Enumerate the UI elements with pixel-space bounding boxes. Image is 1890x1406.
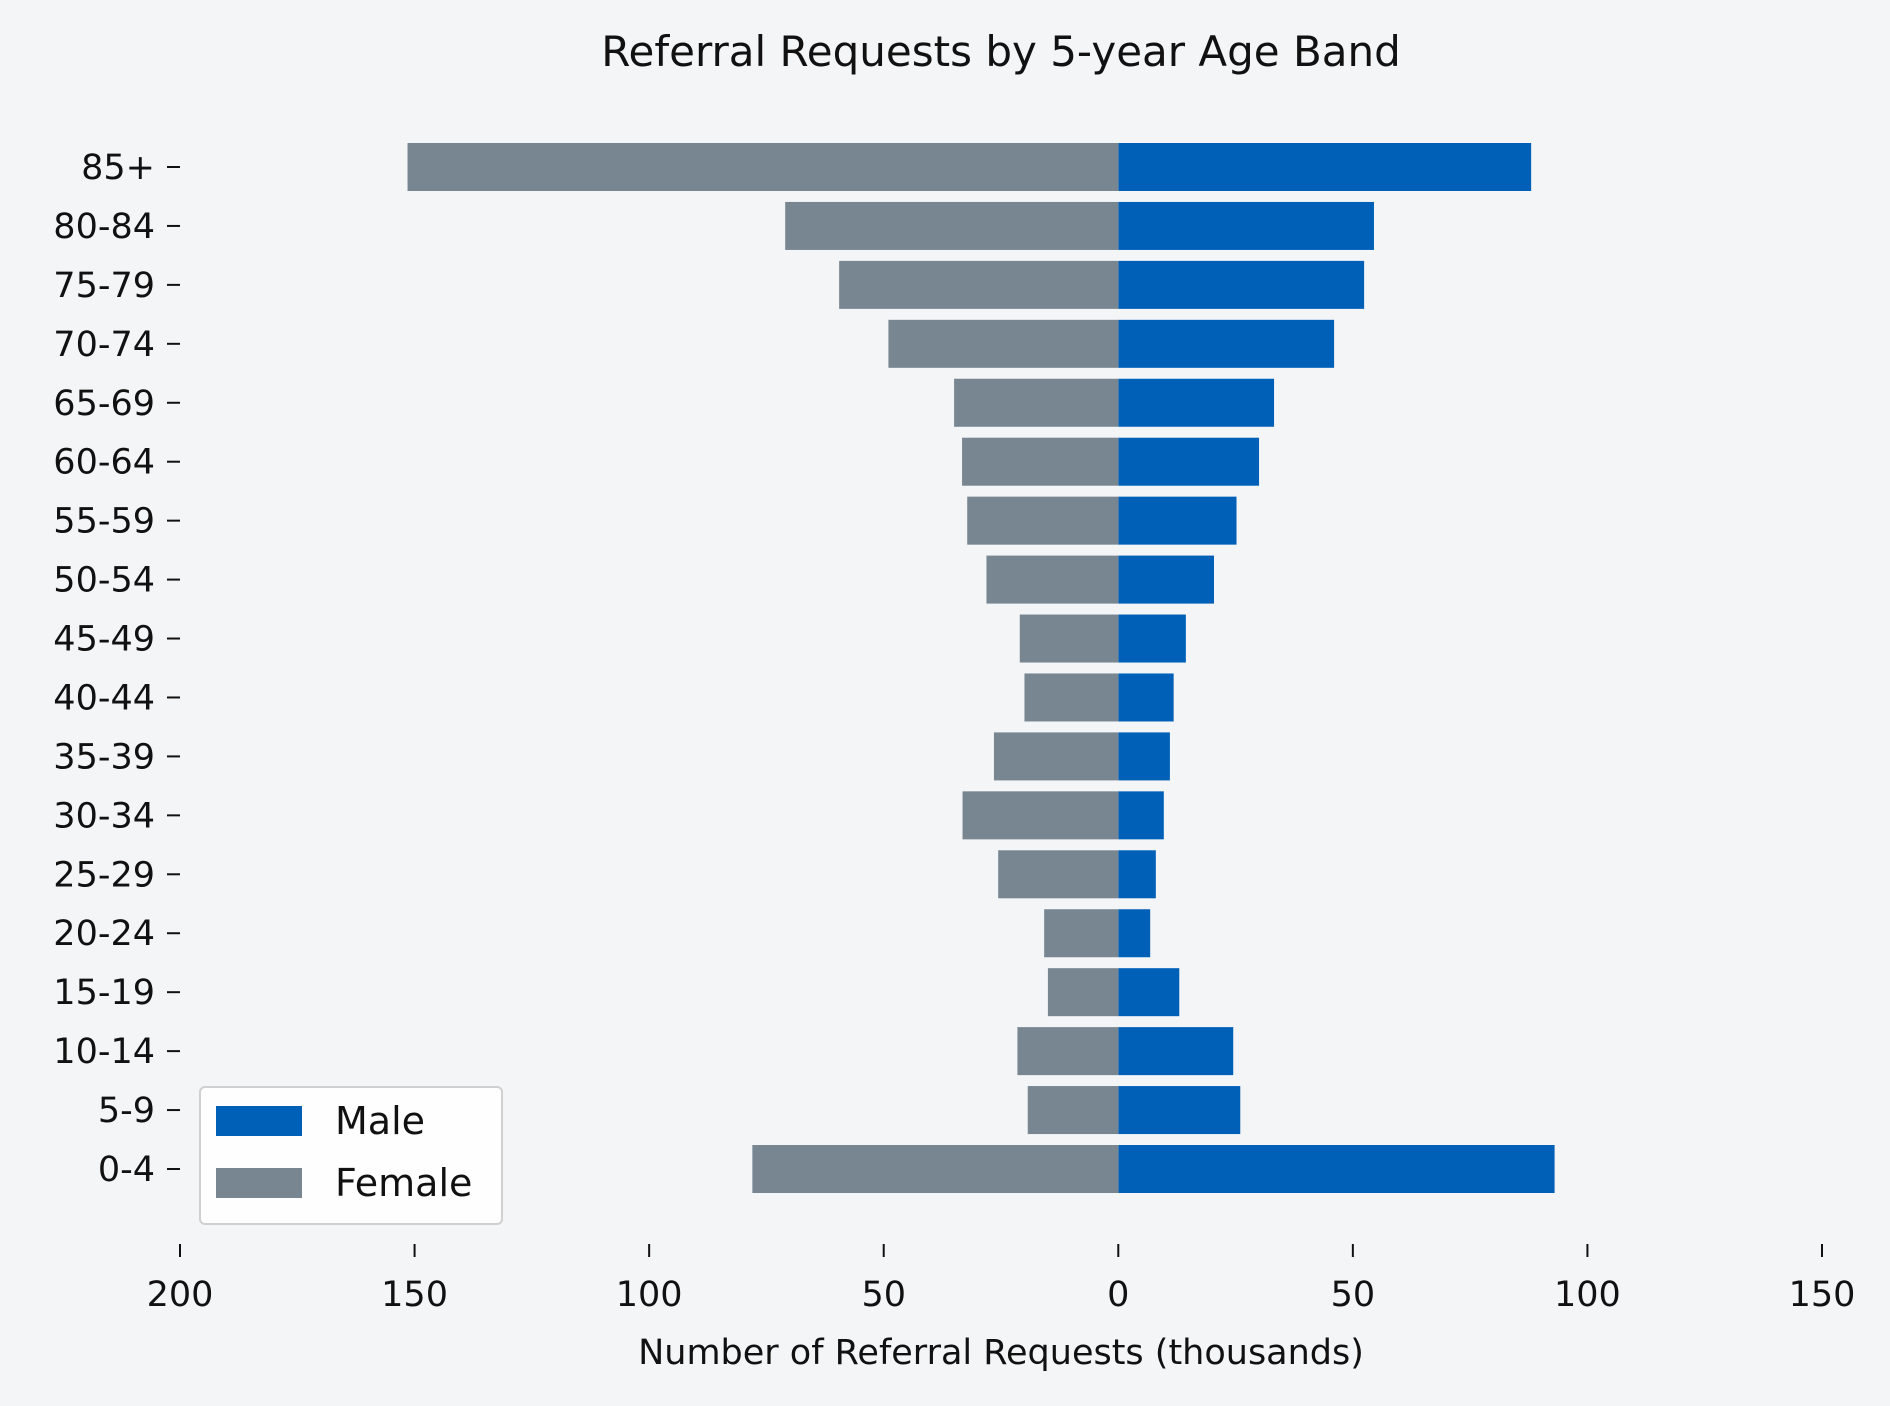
bar-female-40-44 — [1024, 673, 1119, 722]
bar-male-35-39 — [1118, 732, 1170, 781]
bar-male-50-54 — [1118, 555, 1214, 604]
bar-female-60-64 — [962, 437, 1119, 486]
bar-male-10-14 — [1118, 1027, 1234, 1076]
x-tick-label-3: 50 — [861, 1275, 906, 1315]
bar-female-10-14 — [1017, 1027, 1119, 1076]
bar-male-0-4 — [1118, 1145, 1555, 1193]
bar-male-80-84 — [1118, 201, 1374, 250]
x-axis-ticks: 200 150 100 50 0 50 100 150 — [147, 1244, 1856, 1315]
bar-male-20-24 — [1118, 909, 1151, 958]
legend-swatch-male — [216, 1106, 302, 1136]
bar-male-85plus — [1118, 143, 1532, 191]
y-axis-ticks: 0-4 5-9 10-14 15-19 20-24 25-29 30-34 35-39 40-4… — [53, 148, 180, 1190]
bar-male-65-69 — [1118, 378, 1275, 427]
y-tick-label-65-69: 65-69 — [53, 384, 155, 424]
bar-female-25-29 — [998, 850, 1119, 899]
y-tick-label-25-29: 25-29 — [53, 855, 155, 895]
y-tick-label-75-79: 75-79 — [53, 266, 155, 306]
bar-male-5-9 — [1118, 1086, 1241, 1135]
y-tick-label-55-59: 55-59 — [53, 502, 155, 542]
bar-male-70-74 — [1118, 319, 1335, 368]
bar-male-15-19 — [1118, 968, 1180, 1017]
x-tick-label-7: 150 — [1789, 1275, 1856, 1315]
bar-female-30-34 — [962, 791, 1119, 840]
y-tick-label-35-39: 35-39 — [53, 737, 155, 777]
bar-female-45-49 — [1019, 614, 1119, 663]
y-tick-label-40-44: 40-44 — [53, 678, 155, 718]
bar-male-30-34 — [1118, 791, 1164, 840]
bar-male-25-29 — [1118, 850, 1156, 899]
legend-label-male: Male — [335, 1099, 425, 1143]
bar-female-50-54 — [986, 555, 1119, 604]
x-tick-label-6: 100 — [1554, 1275, 1621, 1315]
y-tick-label-50-54: 50-54 — [53, 561, 155, 601]
y-tick-label-5-9: 5-9 — [98, 1091, 155, 1131]
bar-female-35-39 — [993, 732, 1119, 781]
bar-female-0-4 — [752, 1145, 1119, 1193]
bars-layer — [407, 143, 1555, 1193]
bar-female-85plus — [407, 143, 1119, 191]
y-tick-label-15-19: 15-19 — [53, 973, 155, 1013]
bar-female-5-9 — [1027, 1086, 1119, 1135]
bar-female-70-74 — [888, 319, 1119, 368]
x-axis-label: Number of Referral Requests (thousands) — [638, 1333, 1364, 1373]
y-tick-label-45-49: 45-49 — [53, 620, 155, 660]
bar-female-55-59 — [967, 496, 1119, 545]
y-tick-label-60-64: 60-64 — [53, 443, 155, 483]
bar-female-75-79 — [839, 260, 1119, 309]
x-tick-label-4: 0 — [1107, 1275, 1129, 1315]
bar-female-80-84 — [785, 201, 1119, 250]
bar-female-65-69 — [954, 378, 1119, 427]
x-tick-label-1: 150 — [381, 1275, 448, 1315]
y-tick-label-70-74: 70-74 — [53, 325, 155, 365]
x-tick-label-5: 50 — [1331, 1275, 1376, 1315]
chart-title: Referral Requests by 5-year Age Band — [601, 27, 1401, 76]
legend-label-female: Female — [335, 1161, 472, 1205]
bar-male-60-64 — [1118, 437, 1260, 486]
bar-male-40-44 — [1118, 673, 1174, 722]
y-tick-label-80-84: 80-84 — [53, 207, 155, 247]
y-tick-label-10-14: 10-14 — [53, 1032, 155, 1072]
x-tick-label-0: 200 — [147, 1275, 214, 1315]
bar-female-20-24 — [1044, 909, 1119, 958]
bar-male-45-49 — [1118, 614, 1186, 663]
y-tick-label-0-4: 0-4 — [98, 1150, 155, 1190]
bar-male-55-59 — [1118, 496, 1237, 545]
x-tick-label-2: 100 — [616, 1275, 683, 1315]
y-tick-label-30-34: 30-34 — [53, 796, 155, 836]
bar-female-15-19 — [1047, 968, 1119, 1017]
y-tick-label-85plus: 85+ — [81, 148, 155, 188]
legend-swatch-female — [216, 1168, 302, 1198]
bar-male-75-79 — [1118, 260, 1365, 309]
y-tick-label-20-24: 20-24 — [53, 914, 155, 954]
legend: Male Female — [199, 1086, 503, 1225]
